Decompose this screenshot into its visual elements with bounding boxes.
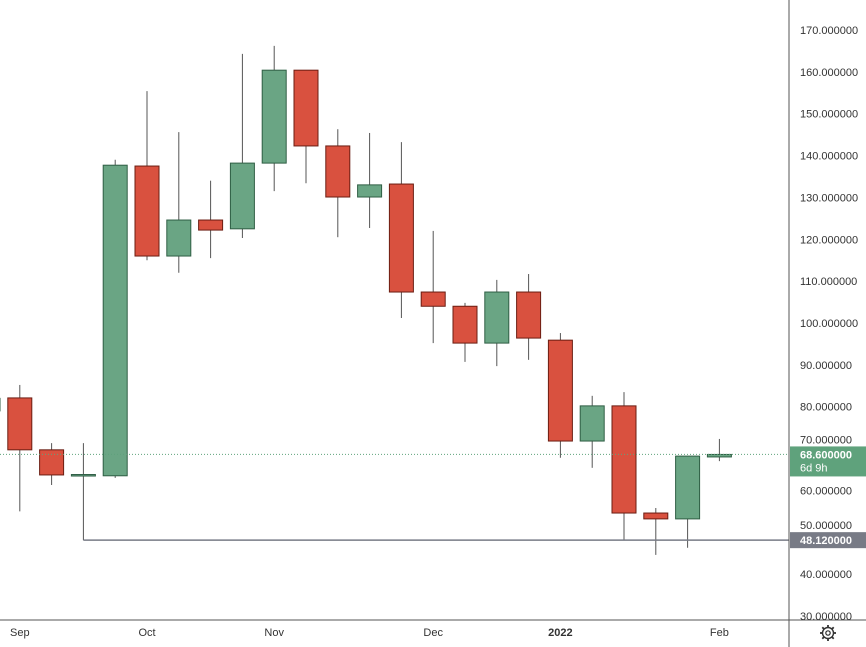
x-tick-label: 2022 <box>548 627 572 639</box>
candle-down[interactable] <box>325 145 351 198</box>
x-tick-label: Dec <box>423 627 443 639</box>
y-tick-label: 140.000000 <box>800 151 858 163</box>
candle-up[interactable] <box>261 69 287 164</box>
x-tick-label: Nov <box>264 627 284 639</box>
y-tick-label: 100.000000 <box>800 318 858 330</box>
candle-up[interactable] <box>579 405 605 442</box>
x-tick-label: Oct <box>138 627 155 639</box>
candle-down[interactable] <box>452 305 478 344</box>
y-tick-label: 150.000000 <box>800 109 858 121</box>
candle-down[interactable] <box>293 69 319 147</box>
y-tick-label: 160.000000 <box>800 67 858 79</box>
horizontal-line-label: 48.120000 <box>800 535 852 547</box>
y-tick-label: 70.000000 <box>800 434 852 446</box>
candle-up[interactable] <box>706 453 732 458</box>
y-tick-label: 40.000000 <box>800 569 852 581</box>
candles-layer <box>0 45 732 555</box>
candle-up[interactable] <box>70 474 96 477</box>
candle-down[interactable] <box>198 219 224 231</box>
horizontal-line-tag <box>790 532 866 549</box>
candle-up[interactable] <box>675 455 701 520</box>
y-tick-label: 120.000000 <box>800 234 858 246</box>
x-tick-label: Sep <box>10 627 30 639</box>
y-tick-label: 110.000000 <box>800 276 857 288</box>
candle-down[interactable] <box>134 165 160 257</box>
candle-down[interactable] <box>516 291 542 339</box>
candle-down[interactable] <box>420 291 446 307</box>
price-axis[interactable]: 170.000000 160.000000 150.000000 140.000000… <box>800 25 858 623</box>
candle-up[interactable] <box>229 162 255 230</box>
candle-down[interactable] <box>39 449 65 476</box>
current-price-tag <box>790 446 866 477</box>
time-axis[interactable]: Sep Oct Nov Dec 2022 Feb <box>10 627 729 639</box>
candle-down[interactable] <box>611 405 637 514</box>
settings-gear-icon[interactable] <box>820 625 836 641</box>
candle-up[interactable] <box>166 219 192 257</box>
y-tick-label: 50.000000 <box>800 520 852 532</box>
candle-down[interactable] <box>7 397 33 451</box>
current-price-label: 68.600000 <box>800 449 852 461</box>
candle-up[interactable] <box>357 184 383 198</box>
candle-up[interactable] <box>102 164 128 477</box>
candle-down[interactable] <box>547 339 573 442</box>
candle-down[interactable] <box>643 512 669 520</box>
y-tick-label: 170.000000 <box>800 25 858 37</box>
candle-down[interactable] <box>388 183 414 293</box>
y-tick-label: 90.000000 <box>800 360 852 372</box>
y-tick-label: 130.000000 <box>800 192 858 204</box>
x-tick-label: Feb <box>710 627 729 639</box>
candle-up[interactable] <box>484 291 510 344</box>
y-tick-label: 60.000000 <box>800 485 852 497</box>
candle-countdown-label: 6d 9h <box>800 462 828 474</box>
y-tick-label: 80.000000 <box>800 402 852 414</box>
y-tick-label: 30.000000 <box>800 611 852 623</box>
